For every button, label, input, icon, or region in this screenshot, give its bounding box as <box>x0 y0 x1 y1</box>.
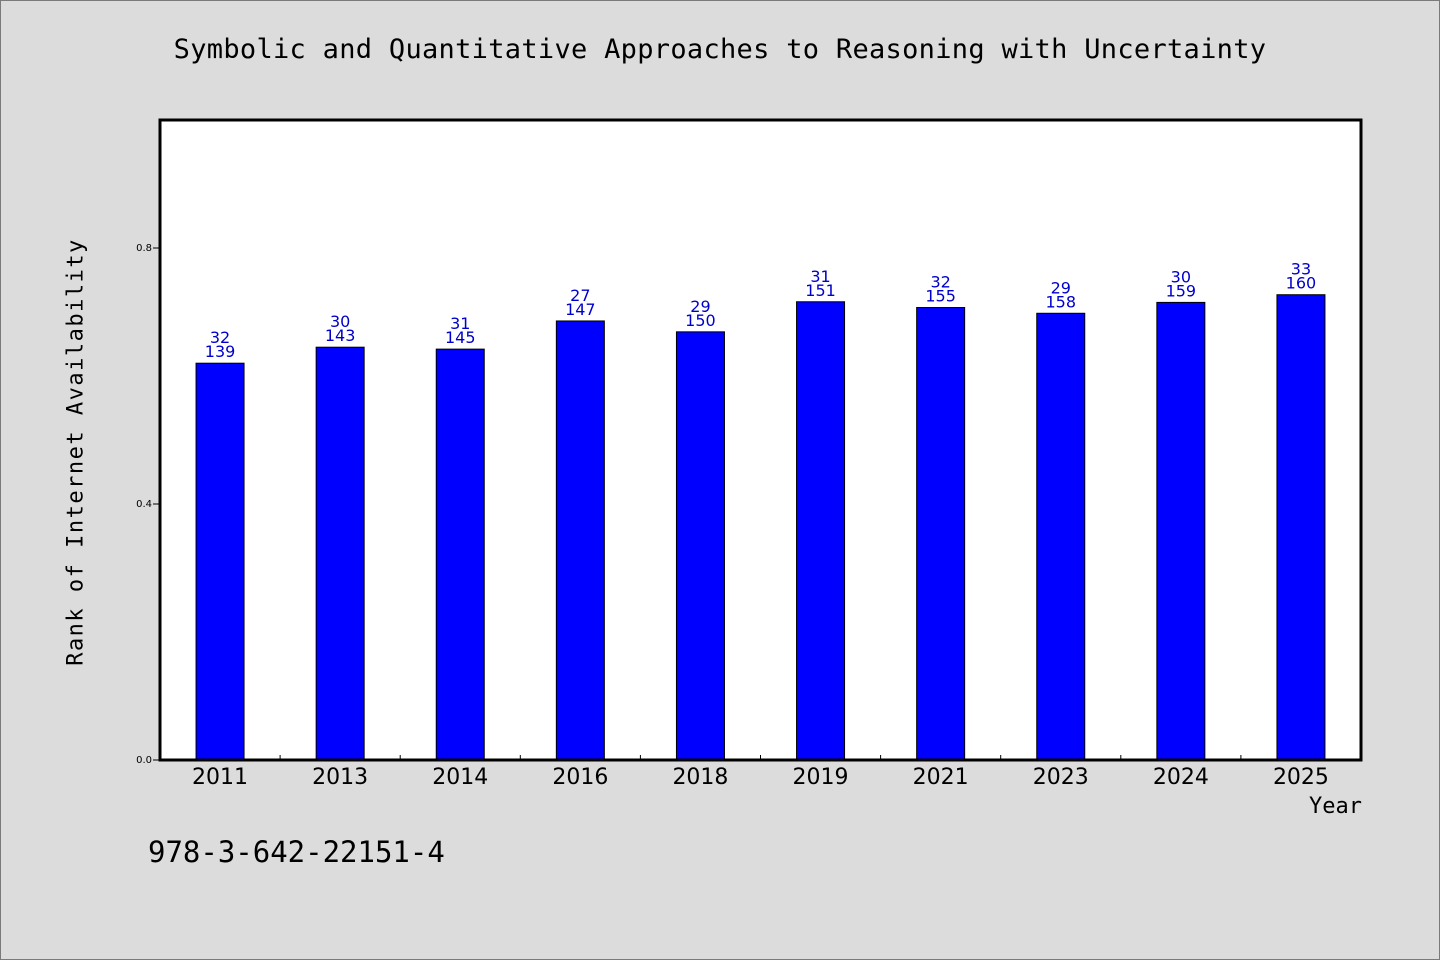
isbn-footnote: 978-3-642-22151-4 <box>148 835 445 869</box>
x-tick-label: 2013 <box>312 765 368 790</box>
bar-label-top: 29 <box>1051 278 1071 297</box>
bar <box>796 301 846 761</box>
x-tick-label: 2016 <box>552 765 608 790</box>
bar-label-bottom: 158 <box>1045 292 1076 311</box>
bar-label-bottom: 151 <box>805 281 836 300</box>
bar-label-top: 31 <box>810 267 830 286</box>
bar <box>1036 312 1086 761</box>
x-axis-label: Year <box>1309 794 1362 819</box>
bar-label-top: 30 <box>330 312 350 331</box>
bar-label-bottom: 160 <box>1286 274 1317 293</box>
bar <box>675 331 725 761</box>
bar-label-bottom: 155 <box>925 287 956 306</box>
bar-label-bottom: 143 <box>325 326 356 345</box>
chart-title: Symbolic and Quantitative Approaches to … <box>173 34 1267 65</box>
y-tick-label: 0.4 <box>136 499 152 510</box>
x-tick-label: 2019 <box>793 765 849 790</box>
bar <box>315 346 365 761</box>
bar <box>555 320 605 761</box>
x-tick-label: 2023 <box>1033 765 1089 790</box>
bar <box>916 307 966 761</box>
x-tick-label: 2021 <box>913 765 969 790</box>
x-tick-label: 2011 <box>192 765 248 790</box>
bar-label-top: 27 <box>570 286 590 305</box>
x-tick-label: 2025 <box>1273 765 1329 790</box>
x-tick-label: 2018 <box>672 765 728 790</box>
x-tick-label: 2014 <box>432 765 488 790</box>
plot-border <box>158 118 1363 762</box>
x-tick-label: 2024 <box>1153 765 1209 790</box>
y-tick-label: 0.0 <box>136 755 152 766</box>
bar-label-bottom: 159 <box>1166 281 1197 300</box>
bar-label-bottom: 145 <box>445 328 476 347</box>
bar-label-top: 30 <box>1171 267 1191 286</box>
bar-label-bottom: 139 <box>205 342 236 361</box>
bar-label-top: 33 <box>1291 260 1311 279</box>
y-tick-label: 0.8 <box>136 243 152 254</box>
bar <box>435 348 485 761</box>
bar-label-top: 32 <box>210 328 230 347</box>
bar <box>1276 294 1326 761</box>
bar-label-top: 32 <box>930 273 950 292</box>
bar <box>1156 301 1206 761</box>
bar <box>195 362 245 761</box>
bar-label-top: 31 <box>450 314 470 333</box>
bar-label-bottom: 147 <box>565 300 596 319</box>
bar-label-bottom: 150 <box>685 311 716 330</box>
bar-label-top: 29 <box>690 297 710 316</box>
